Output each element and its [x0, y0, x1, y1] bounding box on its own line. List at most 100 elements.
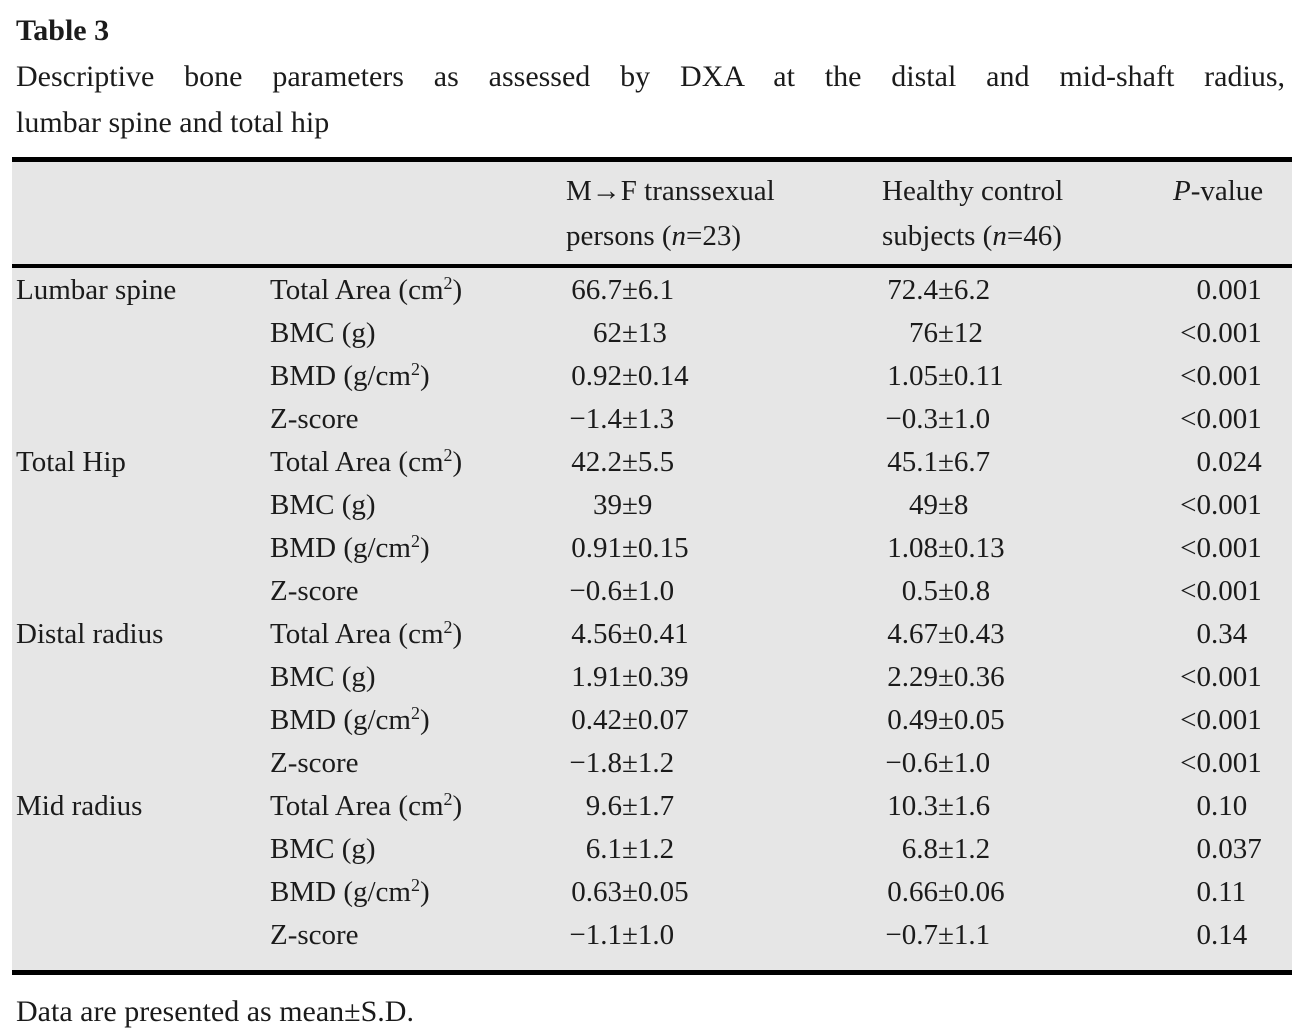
- table-row: Total Hip Total Area (cm2) 42.2±5.5 45.1±6.…: [12, 441, 1292, 484]
- region-label: [16, 527, 270, 573]
- column-header-p-value: P-value: [1173, 175, 1264, 207]
- control-value: 1.08±0.13: [887, 532, 1005, 564]
- parameter-label: Total Area (cm2): [270, 273, 463, 306]
- p-value: <0.001: [1180, 532, 1262, 564]
- parameter-label: BMC (g): [270, 833, 376, 865]
- table-row: Z-score −1.8±1.2 −0.6±1.0 <0.001: [12, 742, 1292, 785]
- caption-line-1: Descriptive bone parameters as assessed …: [16, 60, 1285, 93]
- parameter-label: BMD (g/cm2): [270, 531, 430, 564]
- region-label: [16, 656, 270, 699]
- mf-value: −0.6±1.0: [569, 575, 675, 607]
- parameter-label: Z-score: [270, 747, 359, 779]
- parameter-label: BMC (g): [270, 489, 376, 521]
- table-footnote: Data are presented as mean±S.D.: [16, 995, 414, 1028]
- control-value: 45.1±6.7: [887, 446, 991, 478]
- region-label: [16, 398, 270, 441]
- table-row: BMC (g) 6.1±1.2 6.8±1.2 0.037: [12, 828, 1292, 871]
- p-value: 0.037: [1196, 833, 1262, 865]
- region-label: [16, 828, 270, 871]
- mf-value: 4.56±0.41: [571, 618, 689, 650]
- mf-value: 39±9: [593, 489, 653, 521]
- mf-value: 0.92±0.14: [571, 360, 689, 392]
- table-row: BMD (g/cm2) 0.63±0.05 0.66±0.06 0.11: [12, 871, 1292, 914]
- control-value: −0.3±1.0: [885, 403, 991, 435]
- region-label: [16, 312, 270, 355]
- p-value: 0.10: [1196, 790, 1248, 822]
- parameter-label: BMC (g): [270, 661, 376, 693]
- parameter-label: BMC (g): [270, 317, 376, 349]
- table-row: Distal radius Total Area (cm2) 4.56±0.41 4.…: [12, 613, 1292, 656]
- p-value: <0.001: [1180, 317, 1262, 349]
- table-row: Z-score −1.4±1.3 −0.3±1.0 <0.001: [12, 398, 1292, 441]
- control-value: 49±8: [909, 489, 969, 521]
- p-value: <0.001: [1180, 661, 1262, 693]
- table-header-row: M→F transsexual persons (n=23) Healthy co…: [12, 162, 1292, 268]
- region-label: Distal radius: [16, 618, 164, 650]
- p-value: <0.001: [1180, 360, 1262, 392]
- parameter-label: BMD (g/cm2): [270, 875, 430, 908]
- control-value: 2.29±0.36: [887, 661, 1005, 693]
- region-label: [16, 484, 270, 527]
- table-row: BMD (g/cm2) 0.91±0.15 1.08±0.13 <0.001: [12, 527, 1292, 570]
- parameter-label: Total Area (cm2): [270, 445, 463, 478]
- column-header-mf-group: M→F transsexual persons (n=23): [566, 175, 775, 252]
- p-value: 0.024: [1196, 446, 1262, 478]
- mf-value: −1.4±1.3: [569, 403, 675, 435]
- p-value: <0.001: [1180, 489, 1262, 521]
- mf-value: 9.6±1.7: [585, 790, 675, 822]
- control-value: 6.8±1.2: [901, 833, 991, 865]
- control-value: 72.4±6.2: [887, 274, 991, 306]
- column-header-parameter: [270, 169, 566, 259]
- table-row: Z-score −1.1±1.0 −0.7±1.1 0.14: [12, 914, 1292, 957]
- control-value: 76±12: [909, 317, 983, 349]
- mf-value: 66.7±6.1: [571, 274, 675, 306]
- control-value: 1.05±0.11: [887, 360, 1004, 392]
- control-value: 10.3±1.6: [887, 790, 991, 822]
- parameter-label: BMD (g/cm2): [270, 703, 430, 736]
- mf-value: 42.2±5.5: [571, 446, 675, 478]
- region-label: [16, 570, 270, 613]
- table-row: BMD (g/cm2) 0.92±0.14 1.05±0.11 <0.001: [12, 355, 1292, 398]
- table-row: Z-score −0.6±1.0 0.5±0.8 <0.001: [12, 570, 1292, 613]
- region-label: Mid radius: [16, 790, 143, 822]
- column-header-control-group: Healthy control subjects (n=46): [882, 175, 1064, 252]
- mf-value: 0.63±0.05: [571, 876, 689, 908]
- region-label: Total Hip: [16, 446, 126, 478]
- control-value: 4.67±0.43: [887, 618, 1005, 650]
- mf-value: −1.1±1.0: [569, 919, 675, 951]
- region-label: [16, 699, 270, 745]
- control-value: 0.49±0.05: [887, 704, 1005, 736]
- caption-line-2: lumbar spine and total hip: [16, 106, 330, 139]
- p-value: 0.11: [1196, 876, 1247, 908]
- parameter-label: Z-score: [270, 575, 359, 607]
- table-title: Table 3: [16, 14, 110, 47]
- mf-value: 1.91±0.39: [571, 661, 689, 693]
- region-label: [16, 871, 270, 917]
- p-value: <0.001: [1180, 403, 1262, 435]
- p-value: 0.14: [1196, 919, 1248, 951]
- parameter-label: Total Area (cm2): [270, 617, 463, 650]
- parameter-label: Total Area (cm2): [270, 789, 463, 822]
- table-row: Lumbar spine Total Area (cm2) 66.7±6.1 72.4…: [12, 269, 1292, 312]
- parameter-label: Z-score: [270, 919, 359, 951]
- p-value: <0.001: [1180, 704, 1262, 736]
- control-value: −0.6±1.0: [885, 747, 991, 779]
- control-value: −0.7±1.1: [885, 919, 991, 951]
- mf-value: 62±13: [593, 317, 667, 349]
- region-label: [16, 355, 270, 401]
- parameter-label: Z-score: [270, 403, 359, 435]
- control-value: 0.66±0.06: [887, 876, 1005, 908]
- region-label: [16, 914, 270, 957]
- column-header-region: [16, 169, 270, 259]
- table-caption: Descriptive bone parameters as assessed …: [16, 54, 1285, 146]
- mf-value: 6.1±1.2: [585, 833, 675, 865]
- mf-value: −1.8±1.2: [569, 747, 675, 779]
- table-row: Mid radius Total Area (cm2) 9.6±1.7 10.3±1.…: [12, 785, 1292, 828]
- parameter-label: BMD (g/cm2): [270, 359, 430, 392]
- mf-value: 0.42±0.07: [571, 704, 689, 736]
- region-label: [16, 742, 270, 785]
- control-value: 0.5±0.8: [901, 575, 991, 607]
- table-row: BMD (g/cm2) 0.42±0.07 0.49±0.05 <0.001: [12, 699, 1292, 742]
- table-row: BMC (g) 1.91±0.39 2.29±0.36 <0.001: [12, 656, 1292, 699]
- table-row: BMC (g) 39±9 49±8 <0.001: [12, 484, 1292, 527]
